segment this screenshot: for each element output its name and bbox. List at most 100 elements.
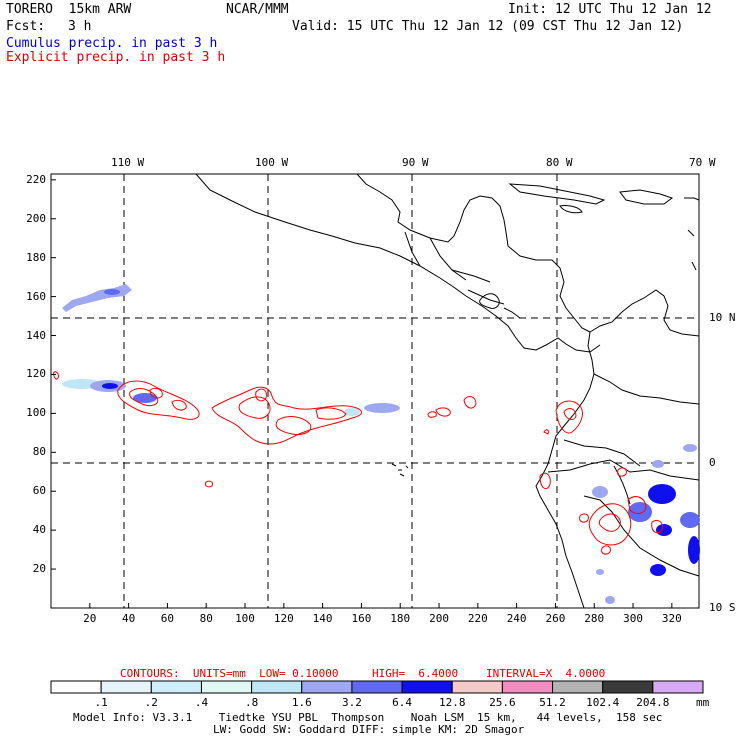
cumulus-line: Cumulus precip. in past 3 h — [6, 36, 218, 51]
south-america-pacific-coast — [535, 331, 595, 609]
contour-16 — [543, 429, 549, 435]
x-tick-label: 280 — [584, 612, 605, 625]
x-tick-label: 200 — [429, 612, 449, 625]
colorbar-unit: mm — [696, 696, 710, 709]
x-tick-label: 220 — [467, 612, 488, 625]
y-tick-label: 80 — [32, 445, 46, 459]
colorbar-label: 204.8 — [636, 696, 670, 709]
x-tick-label: 300 — [623, 612, 643, 625]
cumulus-precip — [62, 284, 700, 604]
colorbar-swatch — [602, 680, 654, 694]
x-tick-label: 20 — [83, 612, 97, 625]
x-tick-label: 140 — [312, 612, 333, 625]
cumulus-area-16 — [605, 596, 615, 604]
pacific-coast — [195, 173, 601, 353]
colorbar-swatch — [351, 680, 403, 694]
axis-ticks — [51, 179, 673, 608]
x-tick-label: 260 — [545, 612, 566, 625]
contour-info: CONTOURS: UNITS=mm LOW= 0.10000 — [120, 667, 339, 680]
coastlines — [195, 173, 700, 609]
border-1 — [404, 231, 421, 267]
y-tick-label: 220 — [26, 172, 46, 186]
y-tick-label: 200 — [26, 211, 46, 225]
contour-21 — [627, 496, 647, 514]
contour-13 — [463, 396, 477, 409]
contour-10 — [315, 407, 347, 420]
contour-15 — [563, 408, 577, 420]
run-name: TORERO 15km ARW — [6, 2, 132, 17]
contour-9 — [275, 416, 312, 435]
x-tick-label: 240 — [506, 612, 527, 625]
cumulus-area-9 — [592, 486, 608, 498]
contour-3 — [129, 388, 159, 407]
colorbar-label: 3.2 — [341, 696, 362, 709]
model-info-line-1: Model Info: V3.3.1 Tiedtke YSU PBL Thomp… — [73, 711, 663, 724]
forecast-value: 3 h — [68, 19, 92, 34]
y-tick-label: 100 — [26, 406, 46, 420]
cumulus-area-7 — [648, 484, 676, 504]
x-tick-label: 80 — [199, 612, 213, 625]
contour-17 — [539, 472, 551, 490]
contour-14 — [555, 400, 583, 434]
organization: NCAR/MMM — [226, 2, 289, 17]
cumulus-area-10 — [656, 524, 672, 536]
colorbar-swatch — [301, 680, 353, 694]
contour-11 — [427, 411, 437, 418]
colorbar-label: .4 — [194, 696, 209, 709]
model-info-line-2: LW: Godd SW: Goddard DIFF: simple KM: 2D… — [213, 723, 525, 736]
contour-24 — [617, 467, 627, 477]
y-tick-label: 20 — [32, 562, 46, 576]
galapagos — [391, 463, 409, 477]
init-time: Init: 12 UTC Thu 12 Jan 12 — [508, 2, 712, 17]
colorbar-swatch — [652, 680, 704, 694]
contour-5 — [171, 399, 187, 411]
contour-18 — [588, 503, 632, 546]
x-tick-label: 180 — [390, 612, 411, 625]
cumulus-area-13 — [650, 564, 666, 576]
contour-25 — [205, 480, 213, 488]
x-tick-label: 100 — [235, 612, 255, 625]
contour-20 — [579, 513, 589, 523]
lat-label-10n: 10 N — [709, 311, 736, 324]
x-tick-label: 160 — [351, 612, 372, 625]
contour-12 — [435, 407, 451, 417]
south-america-north-coast — [589, 289, 700, 337]
plot-frame — [50, 173, 700, 609]
colorbar-label: .1 — [94, 696, 108, 709]
contour-23 — [601, 545, 611, 555]
colorbar-label: 102.4 — [586, 696, 620, 709]
border-3 — [451, 269, 491, 283]
explicit-line: Explicit precip. in past 3 h — [6, 50, 226, 65]
colombia-ecuador — [563, 439, 641, 467]
puerto-rico — [684, 197, 700, 201]
y-tick-label: 60 — [32, 484, 46, 498]
lon-label-110w: 110 W — [111, 156, 145, 169]
cuba — [508, 183, 606, 205]
y-tick-label: 160 — [26, 289, 46, 303]
colorbar-label: 1.6 — [291, 696, 312, 709]
contour-22 — [651, 519, 663, 534]
colorbar-swatch — [150, 680, 202, 694]
peru-brazil — [583, 495, 700, 577]
colorbar-swatch — [401, 680, 453, 694]
lon-label-70w: 70 W — [689, 156, 716, 169]
lon-label-80w: 80 W — [546, 156, 573, 169]
contour-8 — [255, 388, 267, 402]
lesser-antilles-2 — [691, 261, 697, 271]
x-tick-label: 40 — [121, 612, 136, 625]
lat-label-10s: 10 S — [709, 601, 736, 614]
colorbar-label: 51.2 — [539, 696, 566, 709]
colorbar-label: 12.8 — [438, 696, 466, 709]
cumulus-area-4 — [133, 393, 157, 403]
cumulus-area-17 — [596, 569, 604, 575]
contour-high: HIGH= 6.4000 — [372, 667, 459, 680]
jamaica — [559, 205, 583, 214]
contour-2 — [117, 380, 200, 420]
lon-label-90w: 90 W — [402, 156, 429, 169]
colorbar-swatch — [552, 680, 604, 694]
colorbar-swatch — [451, 680, 503, 694]
colorbar-swatch — [50, 680, 102, 694]
colorbar-swatch — [501, 680, 554, 694]
contour-6 — [211, 386, 362, 445]
cumulus-area-5 — [364, 403, 400, 413]
